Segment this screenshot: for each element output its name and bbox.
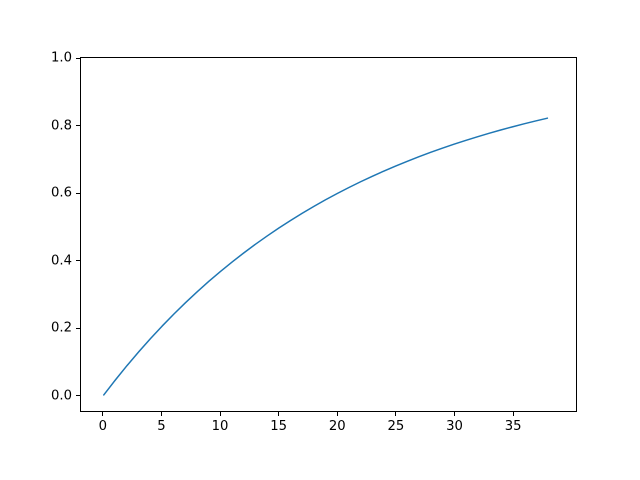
- x-tick-label: 30: [446, 419, 463, 434]
- data-line-series-0: [103, 117, 549, 396]
- x-tick-label: 15: [270, 419, 288, 434]
- x-tick-label: 20: [328, 419, 346, 434]
- line-plot-svg: [103, 117, 549, 396]
- x-tick-mark: [395, 412, 397, 416]
- x-tick-label: 10: [211, 419, 229, 434]
- x-tick-label: 5: [157, 419, 166, 434]
- x-tick-mark: [278, 412, 280, 416]
- y-tick-label: 0.2: [51, 320, 72, 336]
- x-tick-label: 35: [504, 419, 522, 434]
- y-tick-label: 0.4: [51, 253, 72, 269]
- x-tick-mark: [102, 412, 104, 416]
- x-tick-mark: [219, 412, 221, 416]
- y-tick-mark: [76, 57, 80, 59]
- x-tick-mark: [512, 412, 514, 416]
- x-tick-mark: [160, 412, 162, 416]
- x-tick-mark: [336, 412, 338, 416]
- y-tick-mark: [76, 395, 80, 397]
- y-tick-label: 1.0: [51, 50, 72, 66]
- plot-axes: [80, 57, 577, 412]
- y-tick-mark: [76, 327, 80, 329]
- y-tick-mark: [76, 260, 80, 262]
- x-tick-label: 25: [387, 419, 405, 434]
- y-tick-label: 0.8: [51, 118, 72, 134]
- x-tick-mark: [454, 412, 456, 416]
- x-tick-label: 0: [98, 419, 108, 434]
- y-tick-mark: [76, 192, 80, 194]
- y-tick-label: 0.0: [51, 388, 72, 404]
- y-tick-label: 0.6: [51, 185, 72, 201]
- y-tick-mark: [76, 125, 80, 127]
